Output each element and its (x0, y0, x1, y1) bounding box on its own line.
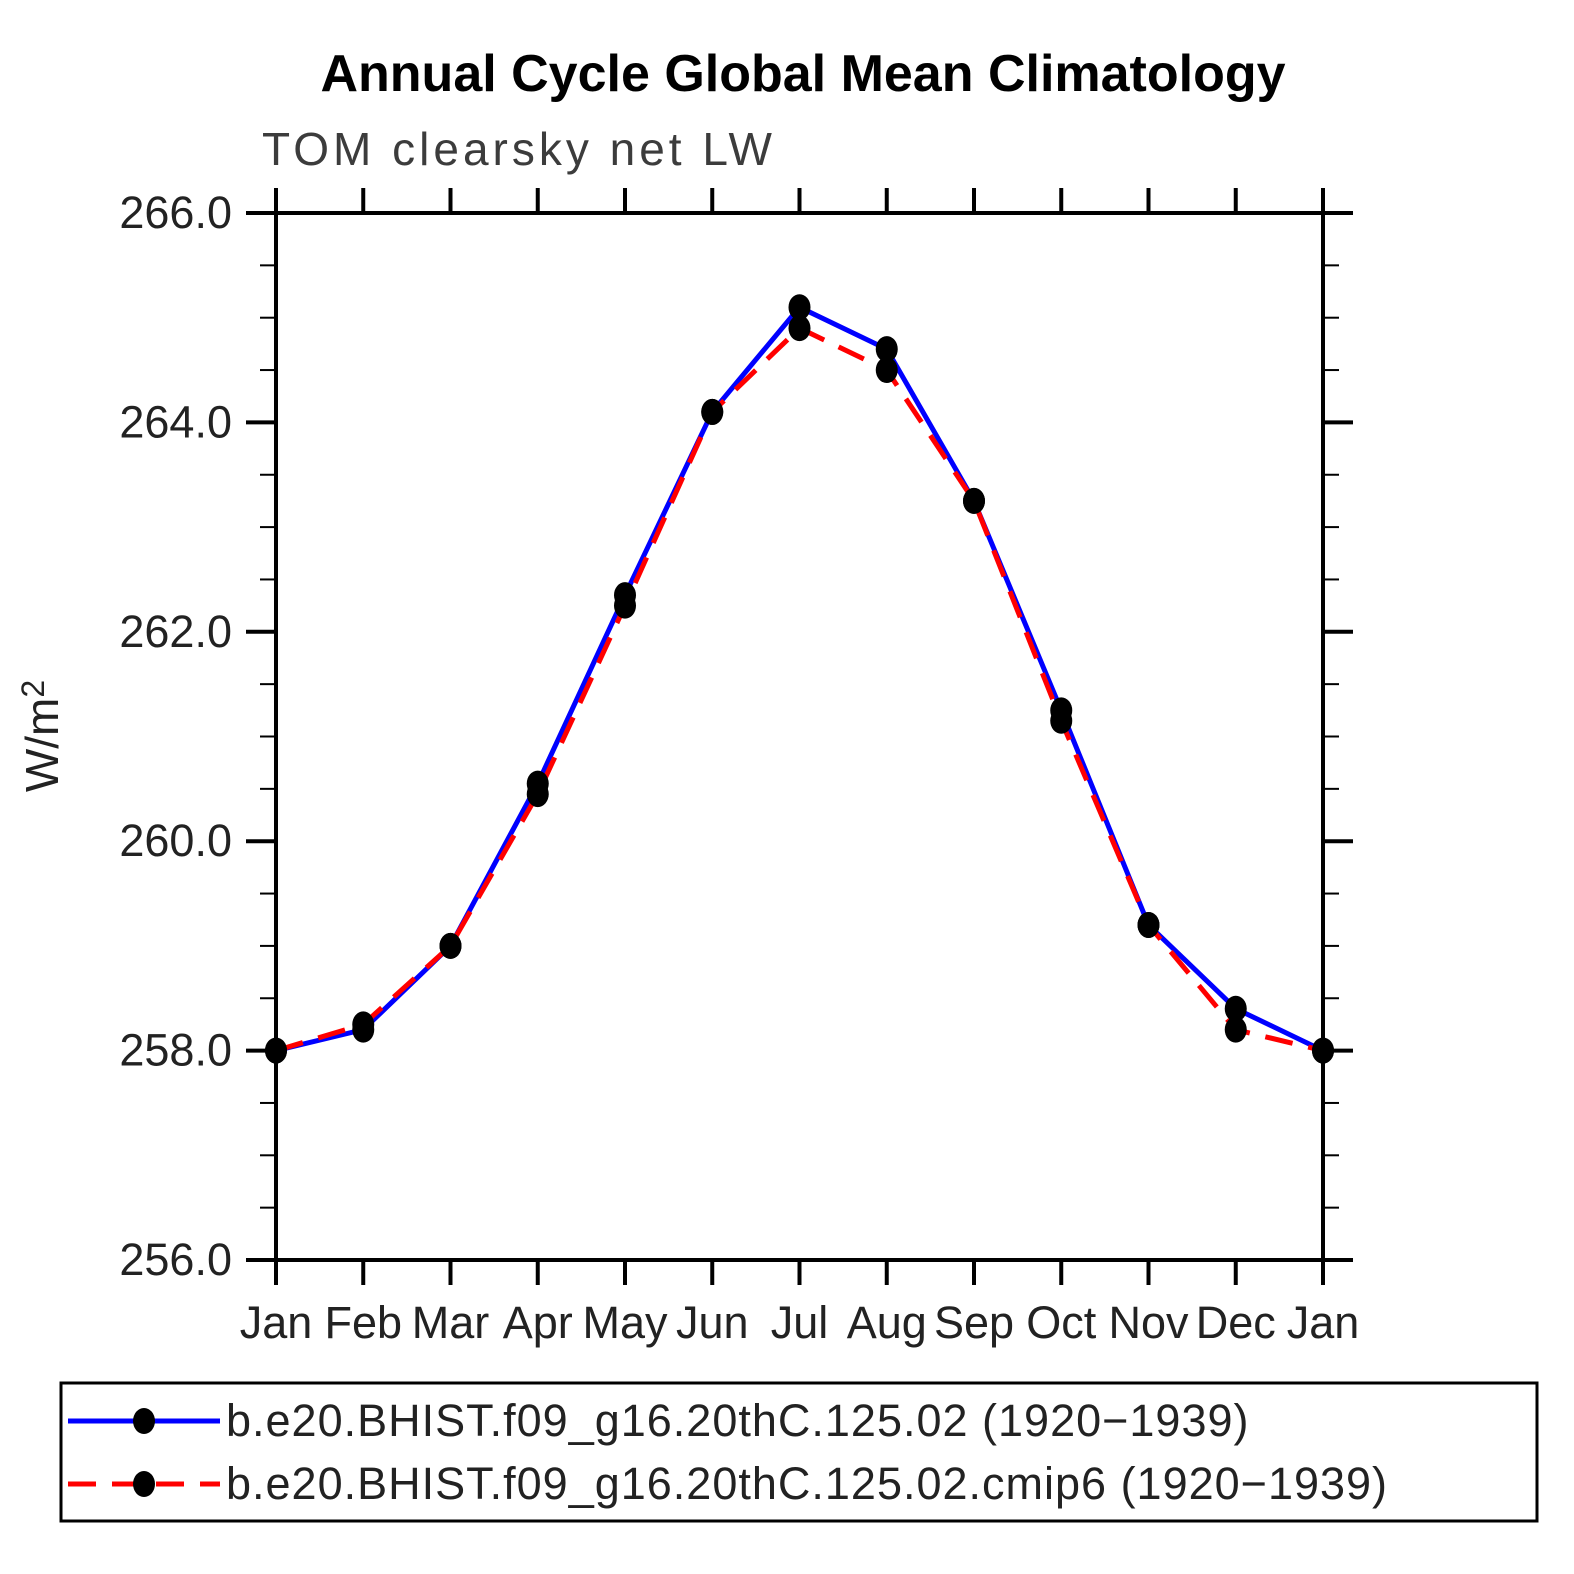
y-tick-label: 256.0 (119, 1234, 232, 1285)
series-line-0 (275, 304, 1325, 1054)
legend-box (59, 1381, 1539, 1523)
y-tick-label: 262.0 (119, 606, 232, 657)
x-tick-label: Jan (240, 1297, 313, 1348)
series-lines (275, 304, 1325, 1054)
x-tick-label: Nov (1108, 1297, 1189, 1348)
legend-marker-dot (133, 1471, 155, 1497)
data-point (614, 592, 636, 619)
legend-item-0: b.e20.BHIST.f09_g16.20thC.125.02 (1920−1… (68, 1395, 1250, 1446)
x-axis-ticks (274, 188, 1325, 1285)
chart-subtitle: TOM clearsky net LW (262, 123, 776, 175)
y-tick-label: 258.0 (119, 1025, 232, 1076)
legend-label: b.e20.BHIST.f09_g16.20thC.125.02 (1920−1… (226, 1395, 1250, 1446)
data-point (963, 487, 985, 514)
y-axis-tick-labels: 256.0 258.0 260.0 262.0 264.0 266.0 (119, 187, 232, 1285)
x-tick-label: May (582, 1297, 668, 1348)
data-point (788, 294, 811, 321)
data-point (1137, 911, 1160, 938)
x-axis-tick-labels: Jan Feb Mar Apr May Jun Jul Aug Sep Oct Nov Dec Jan (240, 1297, 1360, 1348)
x-tick-label: Dec (1196, 1297, 1276, 1348)
data-point (875, 336, 898, 363)
x-tick-label: Feb (324, 1297, 402, 1348)
data-point (439, 932, 462, 959)
axes-frame (246, 211, 1353, 1262)
data-point (1050, 707, 1073, 734)
data-point (788, 315, 811, 342)
x-tick-label: Mar (412, 1297, 490, 1348)
x-tick-label: Jan (1287, 1297, 1360, 1348)
x-tick-label: Aug (847, 1297, 927, 1348)
legend-label: b.e20.BHIST.f09_g16.20thC.125.02.cmip6 (… (226, 1458, 1388, 1509)
y-tick-label: 266.0 (119, 187, 232, 238)
data-point-markers (265, 294, 1334, 1064)
data-point (265, 1037, 287, 1064)
y-tick-label: 264.0 (119, 396, 232, 447)
chart-title: Annual Cycle Global Mean Climatology (320, 45, 1286, 103)
x-tick-label: Apr (503, 1297, 573, 1348)
y-axis-ticks (246, 264, 1353, 1209)
data-point (701, 398, 724, 425)
data-point (526, 781, 549, 808)
x-tick-label: Sep (934, 1297, 1014, 1348)
legend-item-1: b.e20.BHIST.f09_g16.20thC.125.02.cmip6 (… (68, 1458, 1388, 1509)
y-axis-title: W/m2 (15, 680, 68, 792)
x-tick-label: Oct (1026, 1297, 1097, 1348)
data-point (1224, 995, 1247, 1022)
y-tick-label: 260.0 (119, 815, 232, 866)
x-tick-label: Jun (676, 1297, 749, 1348)
legend-marker-dot (133, 1408, 155, 1434)
x-tick-label: Jul (771, 1297, 829, 1348)
data-point (352, 1011, 375, 1038)
legend: b.e20.BHIST.f09_g16.20thC.125.02 (1920−1… (59, 1381, 1539, 1523)
data-point (1312, 1037, 1334, 1064)
data-point (875, 357, 898, 384)
data-point (1224, 1016, 1247, 1043)
